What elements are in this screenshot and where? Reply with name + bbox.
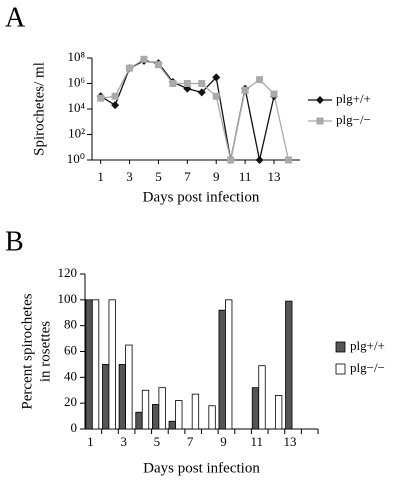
legend-swatch [335, 341, 346, 353]
y-tick-label: 120 [58, 265, 78, 280]
y-tick-label: 10⁸ [67, 49, 85, 64]
marker [197, 88, 206, 97]
bar [175, 400, 183, 430]
marker [212, 92, 220, 100]
y-tick-label: 0 [71, 420, 78, 435]
x-axis-label: Days post infection [143, 460, 260, 476]
y-axis-label: Percent spirochetes [19, 293, 35, 409]
marker [126, 64, 134, 72]
marker [169, 80, 177, 87]
bar [141, 389, 150, 430]
marker [183, 80, 191, 87]
y-tick-label: 100 [58, 291, 78, 306]
y-tick-label: 60 [64, 342, 77, 357]
bar [285, 300, 293, 430]
bar [151, 404, 160, 430]
marker [111, 92, 119, 100]
legend-marker [316, 117, 324, 125]
series-line [100, 58, 290, 161]
marker [284, 156, 292, 164]
y-tick-label: 10² [68, 125, 85, 140]
x-tick-label: 9 [213, 169, 220, 184]
series-line [100, 60, 275, 161]
x-tick-label: 1 [87, 434, 94, 449]
bar [168, 420, 176, 430]
legend-label: plg+/+ [350, 338, 385, 353]
bar [102, 364, 110, 430]
x-tick-label: 5 [154, 434, 161, 449]
bar [108, 299, 116, 430]
bar [218, 309, 226, 430]
y-tick-label: 40 [64, 368, 77, 383]
bar [125, 344, 133, 430]
bar [191, 393, 200, 430]
y-tick-label: 10⁶ [67, 74, 85, 89]
bar [91, 299, 100, 430]
bar [225, 299, 233, 430]
x-tick-label: 9 [220, 434, 227, 449]
x-tick-label: 3 [126, 169, 133, 184]
bar [274, 395, 283, 430]
marker [97, 94, 105, 102]
marker [270, 90, 278, 98]
x-tick-label: 7 [187, 434, 194, 449]
bar [258, 365, 266, 430]
legend-marker [316, 96, 324, 104]
marker [111, 101, 120, 110]
panel-label: A [5, 2, 26, 33]
x-tick-label: 13 [268, 169, 281, 184]
y-tick-label: 10⁴ [67, 100, 85, 115]
x-axis-label: Days post infection [143, 189, 260, 205]
legend-swatch [335, 363, 346, 375]
x-tick-label: 11 [239, 169, 252, 184]
y-tick-label: 20 [64, 394, 77, 409]
legend-label: plg−/− [350, 360, 385, 375]
marker [256, 76, 264, 84]
bar [208, 405, 216, 430]
x-tick-label: 5 [155, 169, 162, 184]
y-tick-label: 10⁰ [67, 151, 85, 166]
marker [140, 55, 148, 63]
marker [227, 156, 235, 164]
bar [85, 299, 93, 430]
x-tick-label: 11 [250, 434, 263, 449]
marker [241, 86, 249, 94]
marker [154, 61, 162, 69]
panel-label: B [5, 226, 24, 257]
y-axis-label: in rosettes [37, 321, 53, 382]
legend-label: plg+/+ [336, 91, 371, 106]
bar [118, 364, 127, 430]
bar [158, 387, 166, 430]
bar [251, 387, 260, 430]
x-tick-label: 13 [284, 434, 297, 449]
marker [198, 80, 206, 87]
x-tick-label: 1 [97, 169, 104, 184]
marker [212, 73, 221, 82]
marker [255, 156, 264, 164]
bar [135, 411, 143, 430]
legend-label: plg−/− [336, 112, 371, 127]
x-tick-label: 7 [184, 169, 191, 184]
y-axis-label: Spirochetes/ ml [31, 62, 47, 156]
y-tick-label: 80 [64, 317, 77, 332]
x-tick-label: 3 [120, 434, 127, 449]
